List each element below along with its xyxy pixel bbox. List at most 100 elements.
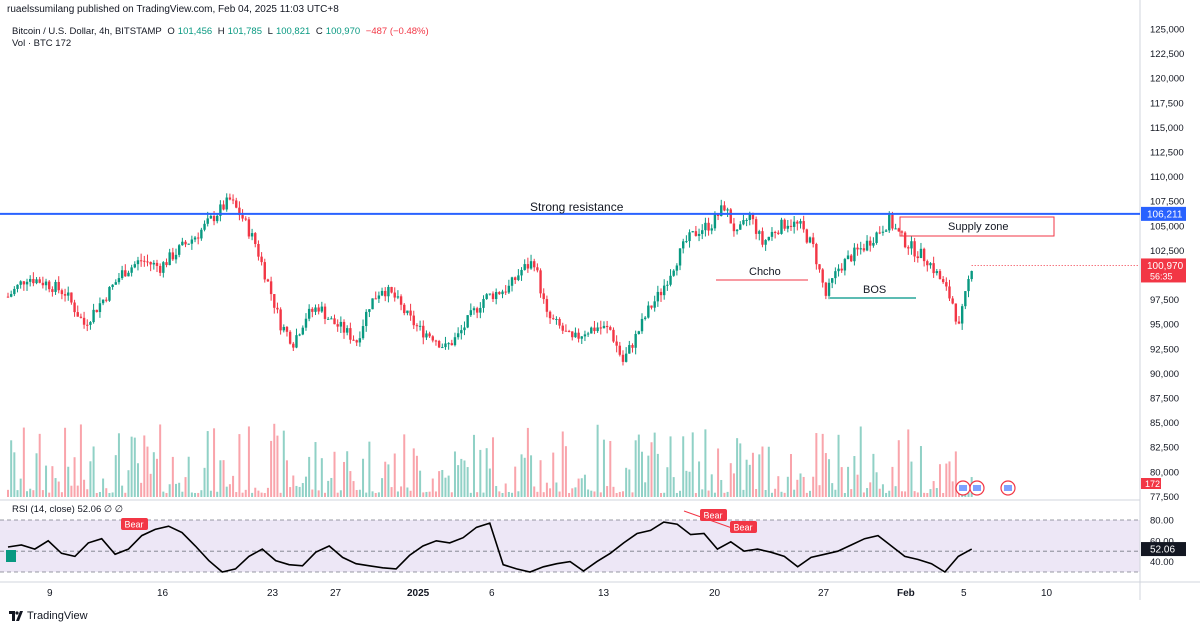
price-axis[interactable]: 125,000 122,500 120,000 117,500 115,000 112,5… <box>1139 0 1186 600</box>
price-pane[interactable] <box>0 193 1140 501</box>
volume-bar <box>793 489 796 497</box>
candle-body <box>815 244 818 265</box>
volume-bar <box>564 446 567 497</box>
candle-body <box>190 239 194 244</box>
candle-body <box>954 303 958 322</box>
volume-bar <box>343 461 346 497</box>
volume-bar <box>948 461 951 497</box>
volume-bar <box>866 488 869 497</box>
candle-body <box>596 327 599 332</box>
volume-bar <box>311 489 314 497</box>
candle-body <box>460 330 463 334</box>
volume-bar <box>117 433 120 497</box>
volume-bar <box>818 485 821 497</box>
volume-bar <box>263 492 266 497</box>
volume-bar <box>102 478 105 497</box>
time-tick-label: 13 <box>598 588 610 599</box>
candle-body <box>533 261 536 268</box>
candle-body <box>786 225 790 229</box>
volume-bar <box>121 485 124 497</box>
volume-bar <box>919 446 922 497</box>
candle-body <box>599 327 602 329</box>
volume-bar <box>631 492 634 497</box>
volume-bar <box>767 446 770 497</box>
volume-bar <box>254 487 257 497</box>
volume-bar <box>143 435 146 497</box>
candle-body <box>650 305 653 308</box>
candle-body <box>241 215 244 219</box>
candle-body <box>171 252 175 260</box>
volume-bar <box>812 476 815 497</box>
candle-body <box>108 287 111 301</box>
candle-body <box>491 293 495 300</box>
candle-body <box>659 291 663 296</box>
volume-bar <box>935 488 938 497</box>
volume-bar <box>298 486 301 497</box>
candle-body <box>479 307 482 313</box>
candle-body <box>181 241 184 246</box>
volume-bar <box>41 490 44 497</box>
price-tick-label: 117,500 <box>1150 98 1184 109</box>
candle-body <box>514 277 517 280</box>
volume-bar <box>64 427 67 497</box>
volume-bar <box>466 467 469 497</box>
volume-bar <box>235 492 238 497</box>
volume-bar <box>872 453 875 497</box>
volume-bar <box>393 453 396 497</box>
volume-bar <box>289 487 292 497</box>
volume-bar <box>257 490 260 497</box>
volume-bar <box>938 464 941 497</box>
volume-bar <box>98 491 101 497</box>
symbol-title[interactable]: Bitcoin / U.S. Dollar, 4h, BITSTAMP <box>12 26 162 37</box>
candle-body <box>428 333 431 337</box>
volume-bar <box>511 492 514 497</box>
volume-bar <box>688 471 691 497</box>
candle-body <box>507 285 511 293</box>
candle-body <box>355 340 358 343</box>
candle-body <box>98 303 102 313</box>
volume-bar <box>701 489 704 497</box>
volume-bar <box>498 491 501 497</box>
candle-body <box>387 286 390 297</box>
rsi-label[interactable]: RSI (14, close) <box>12 504 75 515</box>
volume-bar <box>352 481 355 497</box>
tradingview-logo[interactable]: TradingView <box>9 610 88 622</box>
volume-bar <box>647 455 650 497</box>
volume-bar <box>152 452 155 497</box>
candle-body <box>48 281 51 290</box>
candle-body <box>859 248 862 250</box>
candle-body <box>558 319 561 326</box>
time-tick-label: 27 <box>330 588 342 599</box>
volume-bar <box>758 454 761 497</box>
volume-bar <box>770 492 773 497</box>
volume-bar <box>583 474 586 497</box>
volume-bar <box>552 452 555 497</box>
volume-bar <box>859 426 862 497</box>
volume-bar <box>492 437 495 497</box>
candle-body <box>158 265 162 273</box>
candle-body <box>805 229 809 243</box>
candle-body <box>748 213 751 220</box>
rsi-pane[interactable] <box>0 519 1140 574</box>
volume-bar <box>200 490 203 497</box>
time-axis[interactable]: 9 16 23 27 2025 6 13 20 27 Feb 5 10 <box>0 581 1200 599</box>
volume-bar <box>904 491 907 497</box>
last-price-tag: 100,970 <box>1147 261 1184 272</box>
candle-body <box>542 293 545 300</box>
volume-bar <box>317 490 320 497</box>
rsi-line <box>7 521 973 574</box>
volume-bar <box>219 460 222 497</box>
volume-bar <box>377 492 380 497</box>
candle-body <box>672 270 675 276</box>
price-tick-label: 125,000 <box>1150 25 1184 36</box>
volume-bar <box>73 457 76 497</box>
candle-body <box>742 220 745 225</box>
candle-body <box>124 270 127 277</box>
candle-body <box>216 215 219 222</box>
volume-bar <box>625 467 628 497</box>
candle-body <box>368 309 371 312</box>
candle-body <box>399 296 403 305</box>
bear-badge <box>700 509 727 521</box>
candle-body <box>472 308 476 311</box>
close-label: C <box>315 26 323 37</box>
